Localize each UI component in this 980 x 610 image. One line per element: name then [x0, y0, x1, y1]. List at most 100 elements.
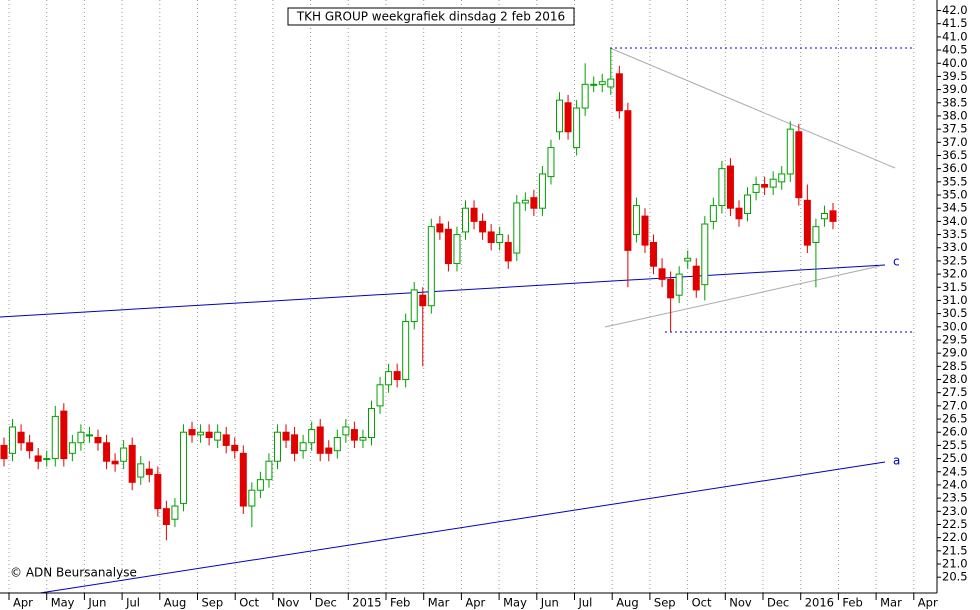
candle-body: [667, 278, 675, 299]
x-tick-label: Apr: [465, 596, 485, 610]
y-tick-label: 24.5: [942, 464, 968, 478]
x-tick-label: Sep: [654, 596, 676, 610]
y-tick-label: 30.0: [942, 319, 968, 333]
x-tick-label: Nov: [277, 596, 300, 610]
y-tick-label: 35.0: [942, 188, 968, 202]
y-tick-label: 38.0: [942, 108, 968, 122]
candle-body: [795, 131, 803, 199]
candle-body: [325, 447, 333, 454]
candle-body: [342, 426, 350, 436]
candle-body: [308, 429, 316, 444]
x-tick-label: 2015: [352, 596, 381, 610]
candle-body: [735, 207, 743, 220]
x-tick-label: Oct: [692, 596, 712, 610]
y-tick-label: 21.5: [942, 543, 968, 557]
candle-body: [453, 234, 461, 265]
y-tick-label: 36.5: [942, 148, 968, 162]
candle-body: [162, 508, 170, 525]
candle-body: [273, 431, 281, 462]
candle-body: [462, 207, 470, 233]
candle-body: [385, 371, 393, 386]
y-tick-label: 30.5: [942, 306, 968, 320]
y-tick-label: 35.5: [942, 174, 968, 188]
x-tick-label: Dec: [315, 596, 337, 610]
x-tick-label: Jul: [578, 596, 593, 610]
candle-body: [692, 265, 700, 291]
y-tick-label: 40.0: [942, 56, 968, 70]
candle-body: [103, 442, 111, 462]
candles: [0, 47, 837, 541]
x-tick-label: Apr: [918, 596, 938, 610]
x-tick-label: May: [51, 596, 75, 610]
candle-body: [658, 268, 666, 280]
candle-body: [778, 173, 786, 183]
candle-body: [530, 197, 538, 209]
y-tick-label: 34.0: [942, 214, 968, 228]
candle-body: [376, 384, 384, 407]
trend-lines: [0, 47, 912, 594]
y-tick-label: 36.0: [942, 161, 968, 175]
candle-body: [521, 199, 529, 204]
candle-body: [513, 202, 521, 254]
y-tick-label: 29.5: [942, 332, 968, 346]
x-tick-label: Jun: [540, 596, 559, 610]
candle-body: [26, 442, 34, 452]
y-tick-label: 26.0: [942, 425, 968, 439]
y-tick-label: 31.0: [942, 293, 968, 307]
candle-body: [675, 273, 683, 296]
candle-body: [34, 455, 42, 462]
y-tick-label: 25.5: [942, 438, 968, 452]
x-tick-label: Jul: [125, 596, 140, 610]
candle-body: [256, 479, 264, 491]
x-tick-label: Sep: [202, 596, 224, 610]
y-tick-label: 20.5: [942, 570, 968, 584]
candle-body: [496, 234, 504, 243]
candle-body: [68, 442, 76, 454]
candle-body: [291, 434, 299, 454]
candle-body: [590, 83, 598, 86]
candle-body: [744, 194, 752, 214]
candle-body: [607, 78, 615, 88]
y-tick-label: 29.0: [942, 346, 968, 360]
y-tick-label: 22.5: [942, 517, 968, 531]
x-tick-label: Aug: [616, 596, 638, 610]
y-tick-label: 41.0: [942, 29, 968, 43]
candle-body: [60, 410, 68, 460]
candle-body: [171, 505, 179, 520]
candle-body: [120, 447, 128, 462]
candle-body: [239, 452, 247, 507]
candle-body: [85, 434, 93, 437]
candle-body: [9, 426, 17, 454]
y-tick-label: 37.5: [942, 122, 968, 136]
triangle-lower: [604, 265, 881, 328]
candle-body: [231, 444, 239, 452]
y-tick-label: 25.0: [942, 451, 968, 465]
candle-body: [299, 442, 307, 452]
candle-body: [282, 431, 290, 441]
candle-body: [581, 83, 589, 109]
candle-body: [222, 434, 230, 446]
candle-body: [487, 231, 495, 243]
y-tick-label: 21.0: [942, 557, 968, 571]
candle-body: [316, 426, 324, 454]
candle-body: [214, 431, 222, 441]
y-tick-label: 42.0: [942, 3, 968, 17]
x-tick-label: Mar: [428, 596, 450, 610]
candle-body: [427, 226, 435, 307]
candle-body: [402, 321, 410, 381]
candle-body: [684, 257, 692, 262]
y-tick-label: 27.0: [942, 398, 968, 412]
x-tick-label: Nov: [729, 596, 752, 610]
x-tick-label: Aug: [164, 596, 186, 610]
y-tick-label: 33.0: [942, 240, 968, 254]
y-tick-label: 32.5: [942, 253, 968, 267]
candle-body: [752, 183, 760, 193]
x-tick-label: May: [503, 596, 527, 610]
candle-body: [820, 212, 828, 220]
x-tick-label: Jun: [87, 596, 106, 610]
candle-body: [188, 429, 196, 436]
candle-body: [77, 431, 85, 444]
y-tick-label: 38.5: [942, 95, 968, 109]
triangle-upper: [609, 47, 896, 169]
